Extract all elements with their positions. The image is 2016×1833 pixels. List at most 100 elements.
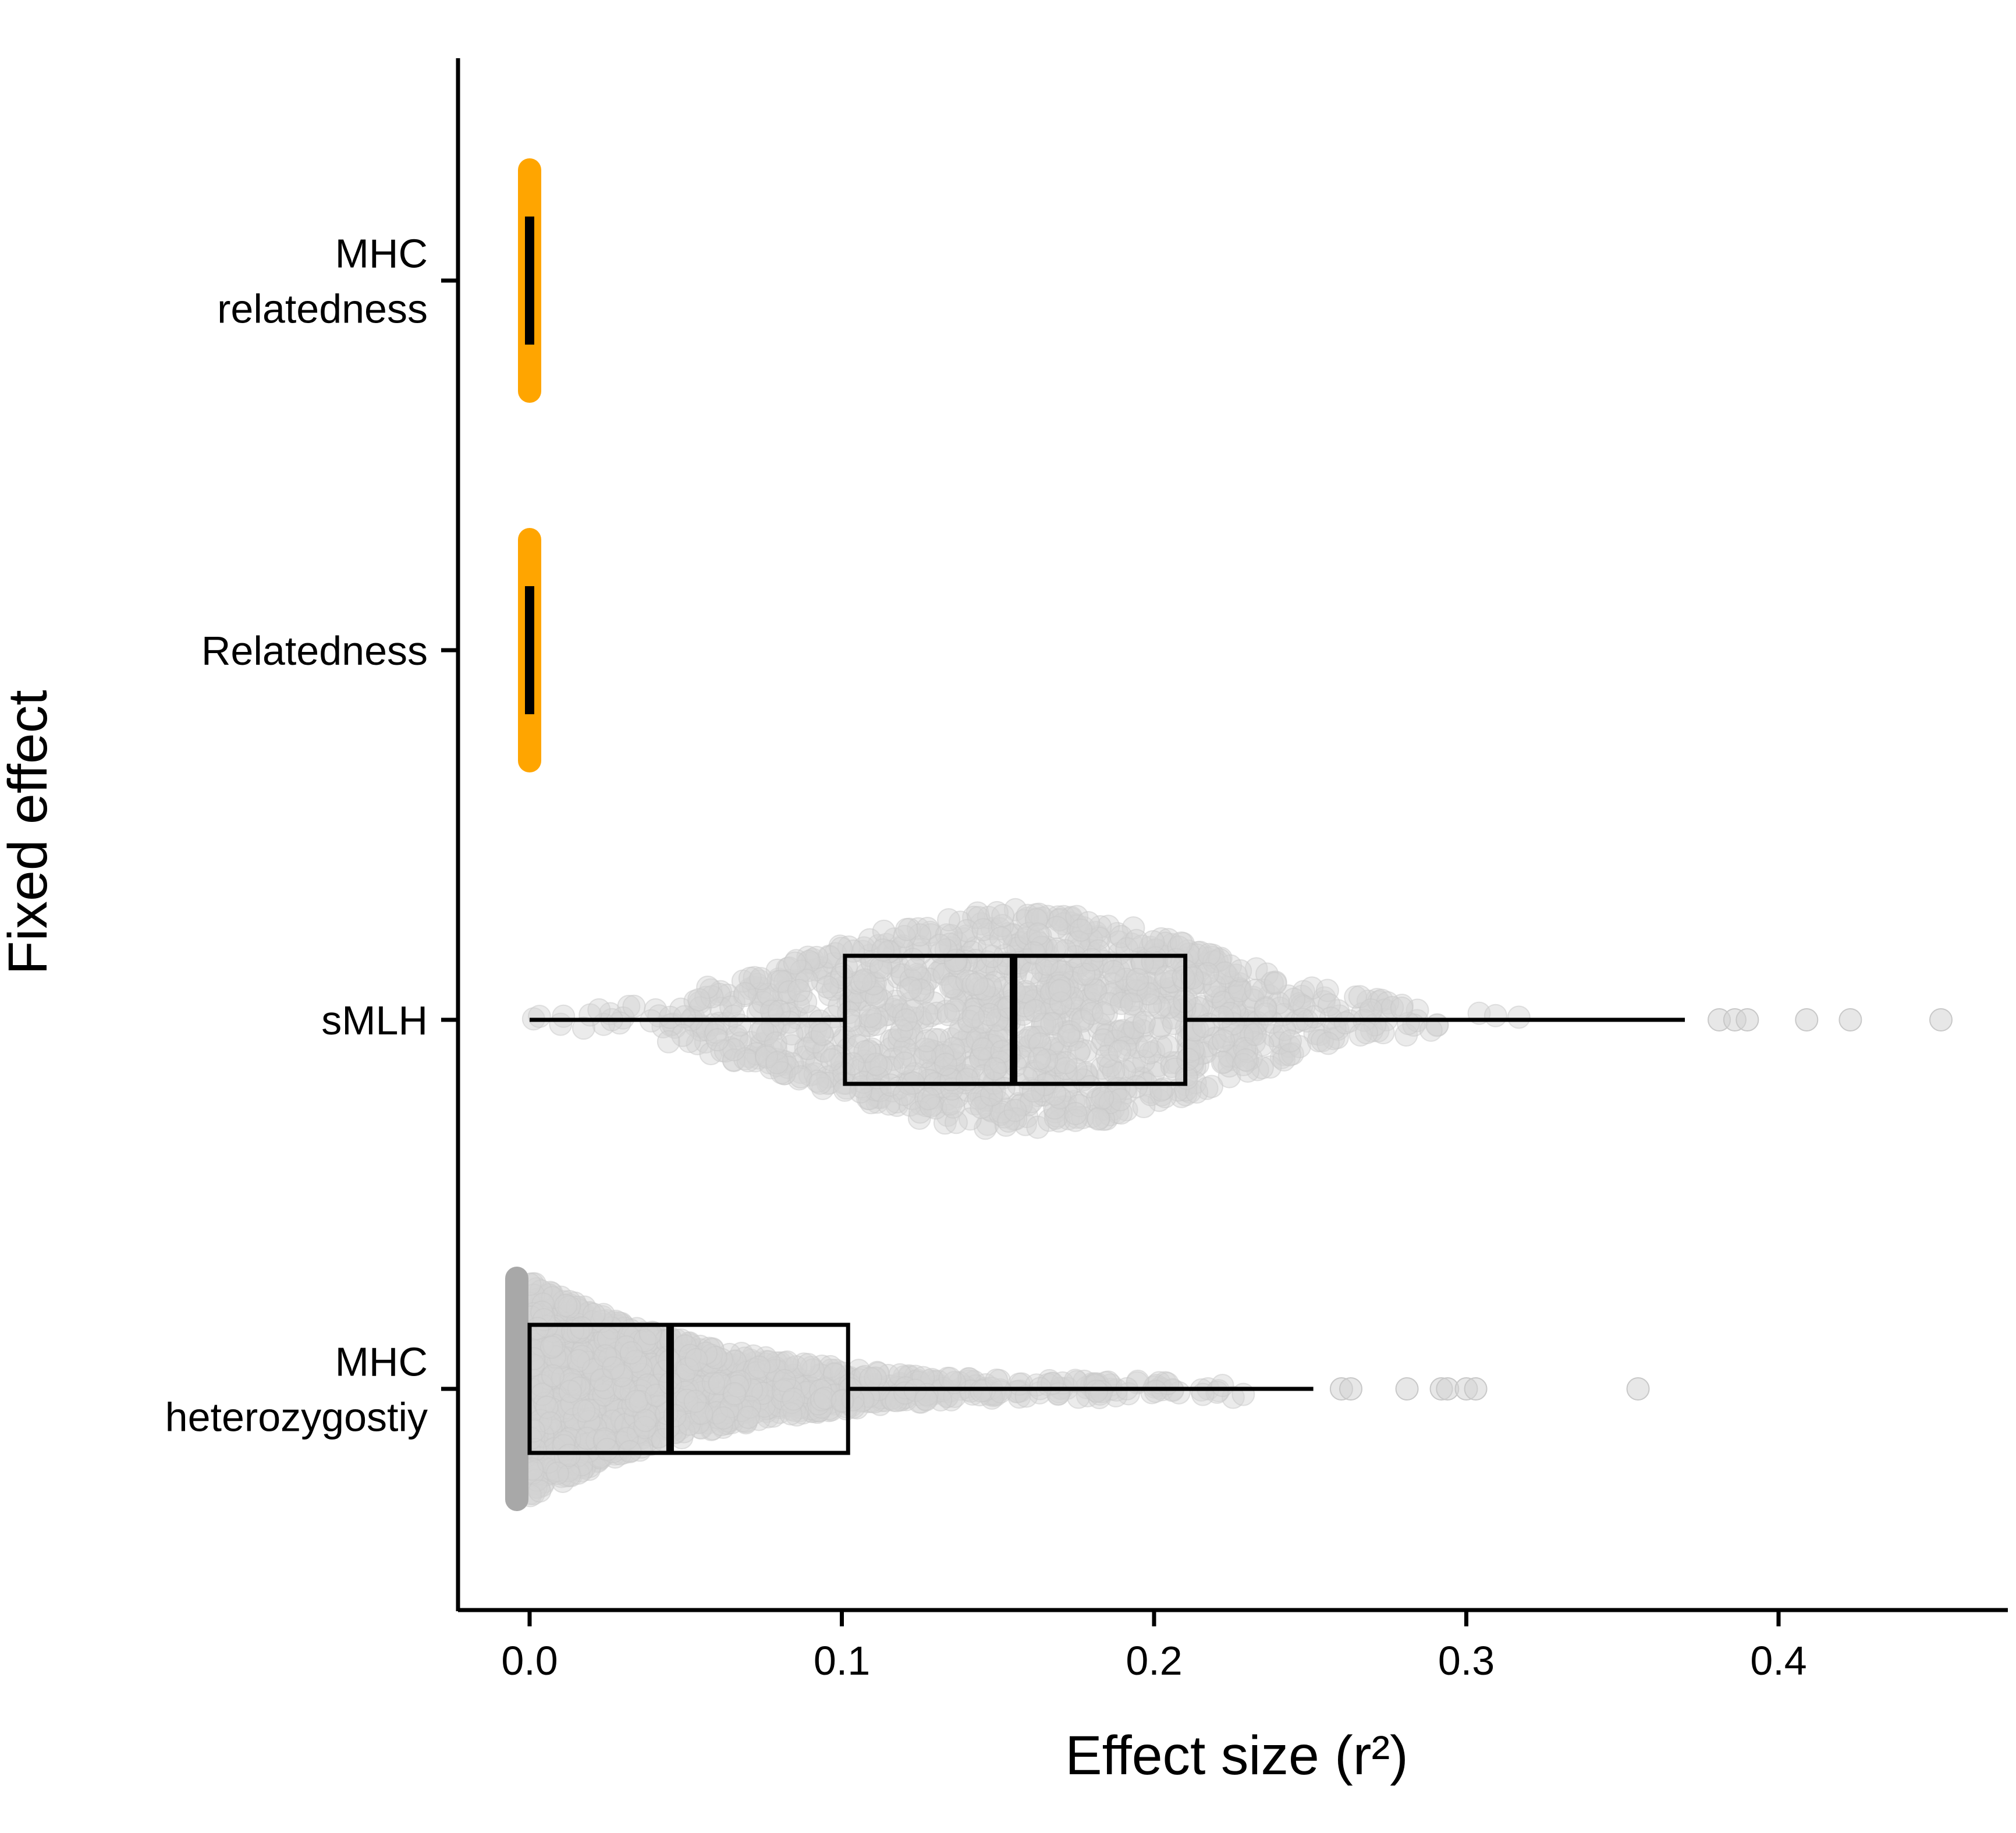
data-point: [1124, 928, 1148, 952]
data-point: [780, 1022, 804, 1046]
data-point: [1211, 1374, 1234, 1398]
data-point: [864, 985, 888, 1009]
data-point: [1316, 1031, 1340, 1055]
data-point: [961, 1005, 985, 1029]
data-point: [1035, 1048, 1059, 1072]
data-point: [991, 903, 1015, 927]
data-point: [572, 1016, 595, 1040]
data-point: [541, 1364, 565, 1388]
data-point: [558, 1380, 582, 1403]
data-point: [656, 1030, 680, 1054]
data-point: [994, 1114, 1018, 1137]
data-point: [899, 976, 922, 1000]
data-point: [1111, 1019, 1135, 1043]
data-point: [601, 1356, 625, 1380]
data-point: [878, 1056, 901, 1080]
data-point: [913, 1037, 937, 1061]
data-point: [1120, 992, 1144, 1016]
outlier-point: [1838, 1008, 1862, 1031]
data-point: [1085, 1380, 1109, 1403]
data-point: [1063, 1108, 1087, 1132]
data-point: [683, 1389, 707, 1413]
data-point: [893, 1051, 917, 1075]
data-point: [1048, 978, 1072, 1002]
data-point: [1077, 962, 1101, 986]
data-point: [858, 1004, 882, 1028]
data-point: [1211, 1005, 1234, 1029]
data-point: [1054, 1051, 1078, 1075]
data-point: [985, 900, 1009, 924]
data-point: [810, 1022, 834, 1046]
outlier-point: [1339, 1377, 1362, 1401]
x-tick-label: 0.4: [1750, 1638, 1806, 1683]
data-point: [1279, 1029, 1302, 1053]
data-point: [1149, 1035, 1173, 1059]
data-point: [1243, 1022, 1267, 1046]
data-point: [687, 988, 711, 1012]
data-point: [944, 1111, 968, 1134]
data-point: [782, 1387, 805, 1411]
data-point: [527, 1005, 551, 1029]
data-point: [684, 1348, 708, 1371]
data-point: [1108, 1088, 1132, 1112]
outlier-point: [1795, 1008, 1819, 1031]
data-point: [624, 1389, 648, 1413]
data-point: [1263, 972, 1287, 995]
data-point: [904, 957, 928, 981]
data-point: [755, 1022, 779, 1046]
data-point: [1200, 1075, 1224, 1098]
data-point: [1091, 1086, 1115, 1110]
data-point: [943, 998, 967, 1022]
data-point: [1419, 1018, 1443, 1042]
data-point: [796, 1353, 820, 1377]
y-tick-label: heterozygostiy: [165, 1395, 428, 1440]
data-point: [1040, 1012, 1064, 1036]
data-point: [1268, 1031, 1292, 1055]
y-tick-label: MHC: [335, 231, 428, 276]
x-axis-title: Effect size (r²): [1065, 1725, 1408, 1786]
data-point: [1003, 1098, 1027, 1122]
data-point: [1046, 1051, 1070, 1075]
data-point: [722, 1004, 746, 1028]
data-point: [979, 1083, 1003, 1107]
data-point: [938, 1367, 962, 1391]
data-point: [1148, 1016, 1172, 1040]
data-point: [673, 1005, 697, 1029]
data-point: [1065, 905, 1089, 928]
data-point: [1132, 1011, 1156, 1034]
data-point: [1390, 997, 1414, 1020]
data-point: [1355, 1021, 1379, 1045]
data-point: [1057, 1023, 1081, 1047]
data-point: [1212, 1029, 1236, 1052]
data-point: [908, 978, 932, 1002]
data-point: [858, 1367, 882, 1391]
data-point: [1169, 931, 1193, 955]
data-point: [936, 1003, 960, 1027]
data-point: [747, 1355, 771, 1379]
data-point: [914, 1388, 938, 1412]
data-point: [908, 1100, 932, 1124]
data-point: [1132, 1049, 1156, 1073]
data-point: [991, 914, 1014, 938]
data-point: [1228, 979, 1252, 1003]
y-tick-label: Relatedness: [201, 628, 428, 673]
data-point: [1064, 1101, 1088, 1125]
data-point: [1020, 961, 1044, 985]
data-point: [1126, 1035, 1149, 1059]
outlier-point: [1735, 1008, 1759, 1031]
data-point: [595, 1438, 619, 1462]
data-point: [1091, 1001, 1115, 1025]
data-point: [865, 1006, 889, 1030]
data-point: [569, 1316, 593, 1340]
data-point: [955, 1068, 979, 1091]
x-tick-label: 0.1: [814, 1638, 870, 1683]
data-point: [789, 1065, 812, 1089]
box-marks: [518, 158, 1685, 1455]
data-point: [767, 999, 791, 1023]
data-point: [1060, 986, 1084, 1010]
data-point: [1176, 1047, 1200, 1071]
data-point: [971, 1037, 995, 1061]
data-point: [759, 999, 783, 1023]
data-point: [937, 908, 961, 932]
y-axis-ticks: MHC relatedness Relatedness sMLH MHC heterozy…: [165, 231, 458, 1440]
